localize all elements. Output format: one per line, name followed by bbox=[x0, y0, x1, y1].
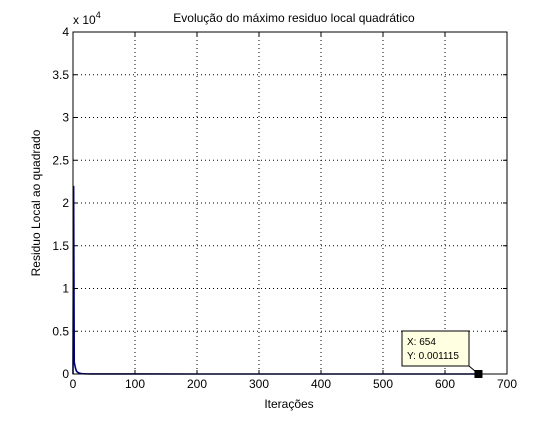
y-tick-label: 1.5 bbox=[52, 239, 69, 253]
datatip[interactable]: X: 654 Y: 0.001115 bbox=[401, 330, 483, 378]
y-tick-label: 1 bbox=[62, 282, 69, 296]
y-tick-label: 2 bbox=[62, 196, 69, 210]
x-tick-label: 400 bbox=[311, 377, 331, 391]
x-tick-label: 300 bbox=[249, 377, 269, 391]
x-axis-label: Iterações bbox=[264, 397, 313, 411]
x-tick-label: 600 bbox=[435, 377, 455, 391]
grid-lines bbox=[73, 32, 507, 374]
axes-box bbox=[72, 31, 508, 375]
x-tick-label: 700 bbox=[497, 377, 517, 391]
x-tick-label: 100 bbox=[125, 377, 145, 391]
y-exponent-power: 4 bbox=[96, 10, 101, 20]
datatip-marker[interactable] bbox=[474, 370, 483, 378]
y-tick-label: 0 bbox=[62, 367, 69, 381]
y-tick-label: 0.5 bbox=[52, 324, 69, 338]
datatip-box[interactable] bbox=[401, 330, 470, 367]
datatip-y-text: Y: 0.001115 bbox=[407, 351, 459, 362]
datatip-x-text: X: 654 bbox=[407, 337, 436, 348]
y-exponent-label: x 104 bbox=[73, 10, 101, 27]
y-axis-label: Residuo Local ao quadrado bbox=[29, 129, 43, 276]
chart-title: Evolução do máximo residuo local quadrát… bbox=[173, 11, 415, 25]
y-exponent-base: x 10 bbox=[73, 13, 96, 27]
x-tick-label: 500 bbox=[373, 377, 393, 391]
x-tick-label: 0 bbox=[70, 377, 77, 391]
y-tick-label: 3.5 bbox=[52, 68, 69, 82]
x-tick-label: 200 bbox=[187, 377, 207, 391]
y-tick-label: 4 bbox=[62, 25, 69, 39]
y-tick-label: 2.5 bbox=[52, 153, 69, 167]
y-tick-label: 3 bbox=[62, 111, 69, 125]
tick-labels: 0 100 200 300 400 500 600 700 0 0.5 1 1.5 2 2.5 3 3.5 4 bbox=[52, 25, 517, 391]
